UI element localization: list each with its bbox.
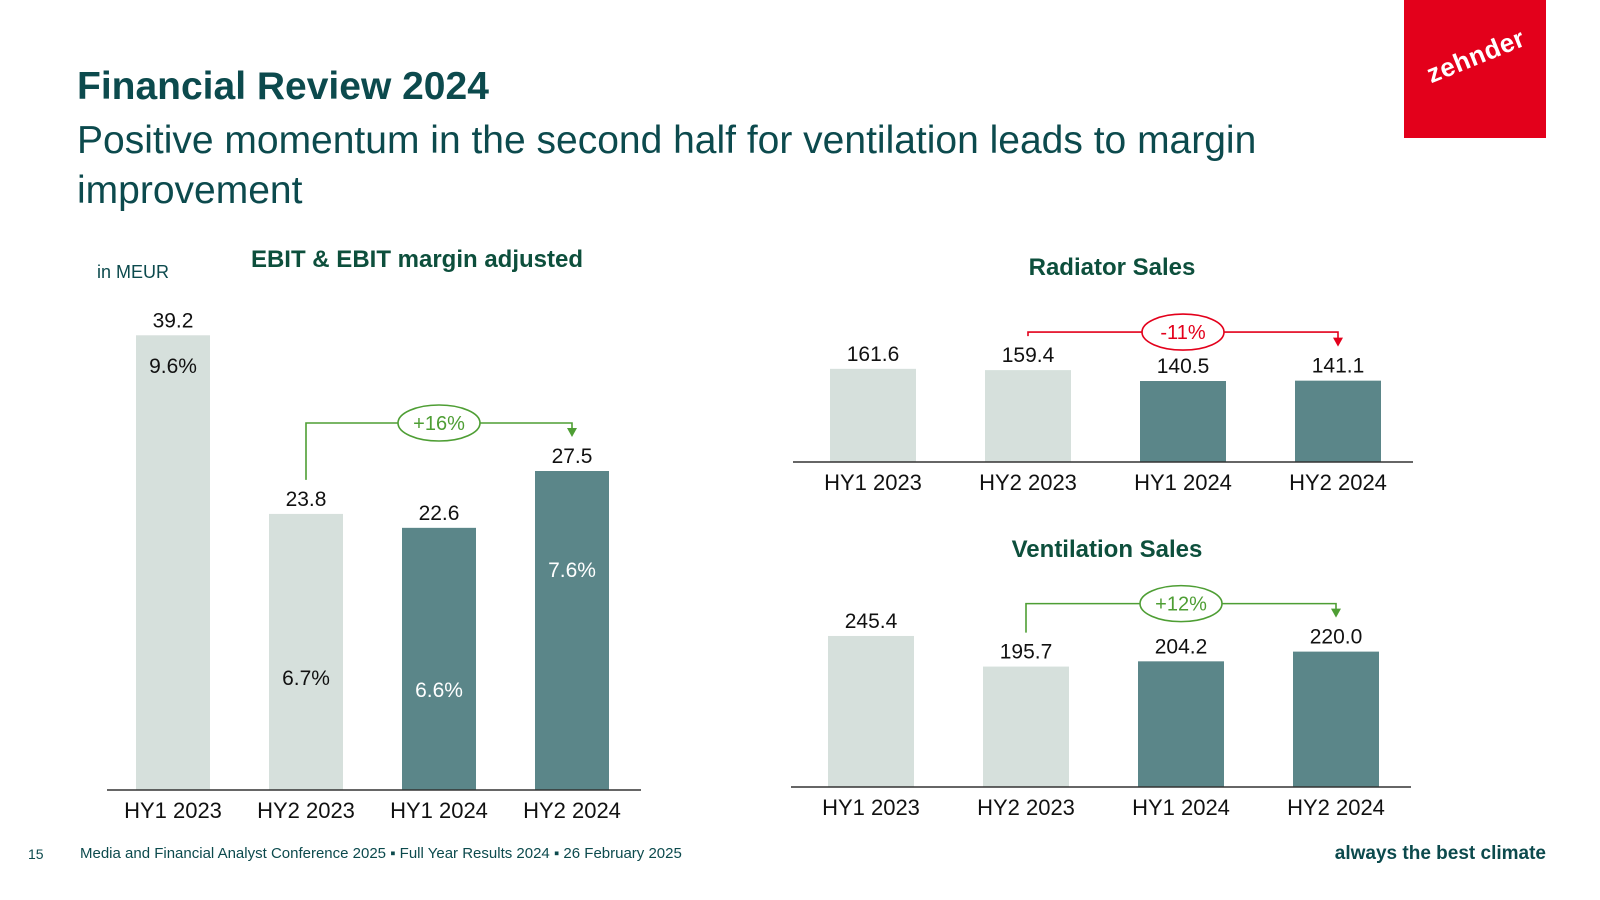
bar-hy2-2023 [983, 666, 1069, 787]
footer-text: Media and Financial Analyst Conference 2… [80, 845, 682, 862]
data-label: 204.2 [1155, 635, 1208, 658]
margin-label: 7.6% [548, 559, 596, 582]
x-tick-label: HY2 2024 [1289, 470, 1387, 495]
change-label: +12% [1155, 594, 1207, 616]
data-label: 27.5 [552, 445, 593, 468]
bar-hy2-2023 [269, 513, 343, 790]
data-label: 161.6 [847, 343, 900, 366]
x-tick-label: HY1 2023 [124, 798, 222, 823]
data-label: 39.2 [153, 309, 194, 332]
x-tick-label: HY1 2024 [1134, 470, 1232, 495]
data-label: 23.8 [286, 488, 327, 511]
logo-wordmark: zehnder [1422, 22, 1530, 89]
bar-hy1-2023 [830, 368, 916, 462]
bar-hy1-2024 [1138, 661, 1224, 787]
x-tick-label: HY2 2024 [523, 798, 621, 823]
bar-hy2-2024 [535, 471, 609, 790]
change-label: -11% [1160, 322, 1205, 344]
change-badge [1141, 313, 1225, 351]
data-label: 195.7 [1000, 641, 1053, 664]
radiator-sales-chart: Radiator Sales 161.6 HY1 2023 159.4 HY2 2023… [793, 254, 1413, 495]
margin-label: 6.7% [282, 667, 330, 690]
margin-label: 9.6% [149, 355, 197, 378]
x-tick-label: HY1 2024 [1132, 795, 1230, 820]
bar-hy2-2024 [1295, 380, 1381, 462]
bar-hy2-2024 [1293, 651, 1379, 787]
data-label: 245.4 [845, 610, 898, 633]
change-badge [1139, 584, 1223, 623]
tagline: always the best climate [1334, 843, 1546, 864]
x-tick-label: HY2 2024 [1287, 795, 1385, 820]
x-tick-label: HY1 2023 [824, 470, 922, 495]
page-subtitle: Positive momentum in the second half for… [77, 119, 1257, 212]
bar-hy1-2024 [402, 527, 476, 790]
change-arrowhead [1331, 608, 1341, 618]
chart-title: Radiator Sales [1029, 254, 1196, 281]
x-tick-label: HY1 2024 [390, 798, 488, 823]
page-title: Financial Review 2024 [77, 65, 489, 108]
change-badge [397, 404, 481, 442]
data-label: 22.6 [419, 502, 460, 525]
zehnder-logo: zehnder [1404, 0, 1546, 138]
x-tick-label: HY2 2023 [979, 470, 1077, 495]
data-label: 141.1 [1312, 355, 1365, 378]
x-tick-label: HY2 2023 [977, 795, 1075, 820]
data-label: 220.0 [1310, 626, 1363, 649]
margin-label: 6.6% [415, 679, 463, 702]
ventilation-sales-chart: Ventilation Sales 245.4 HY1 2023 195.7 HY2 2… [791, 536, 1411, 820]
ebit-chart: EBIT & EBIT margin adjusted in MEUR 39.2 HY… [97, 246, 641, 823]
change-arrowhead [1333, 337, 1343, 347]
data-label: 159.4 [1002, 344, 1055, 367]
change-label: +16% [413, 413, 465, 435]
chart-title: EBIT & EBIT margin adjusted [251, 246, 583, 273]
x-tick-label: HY1 2023 [822, 795, 920, 820]
change-arrowhead [567, 428, 577, 437]
unit-label: in MEUR [97, 262, 169, 282]
bar-hy2-2023 [985, 370, 1071, 462]
chart-title: Ventilation Sales [1012, 536, 1203, 563]
bar-hy1-2023 [828, 635, 914, 787]
x-tick-label: HY2 2023 [257, 798, 355, 823]
bar-hy1-2023 [136, 335, 210, 790]
data-label: 140.5 [1157, 355, 1210, 378]
page-number: 15 [28, 846, 44, 862]
bar-hy1-2024 [1140, 381, 1226, 462]
